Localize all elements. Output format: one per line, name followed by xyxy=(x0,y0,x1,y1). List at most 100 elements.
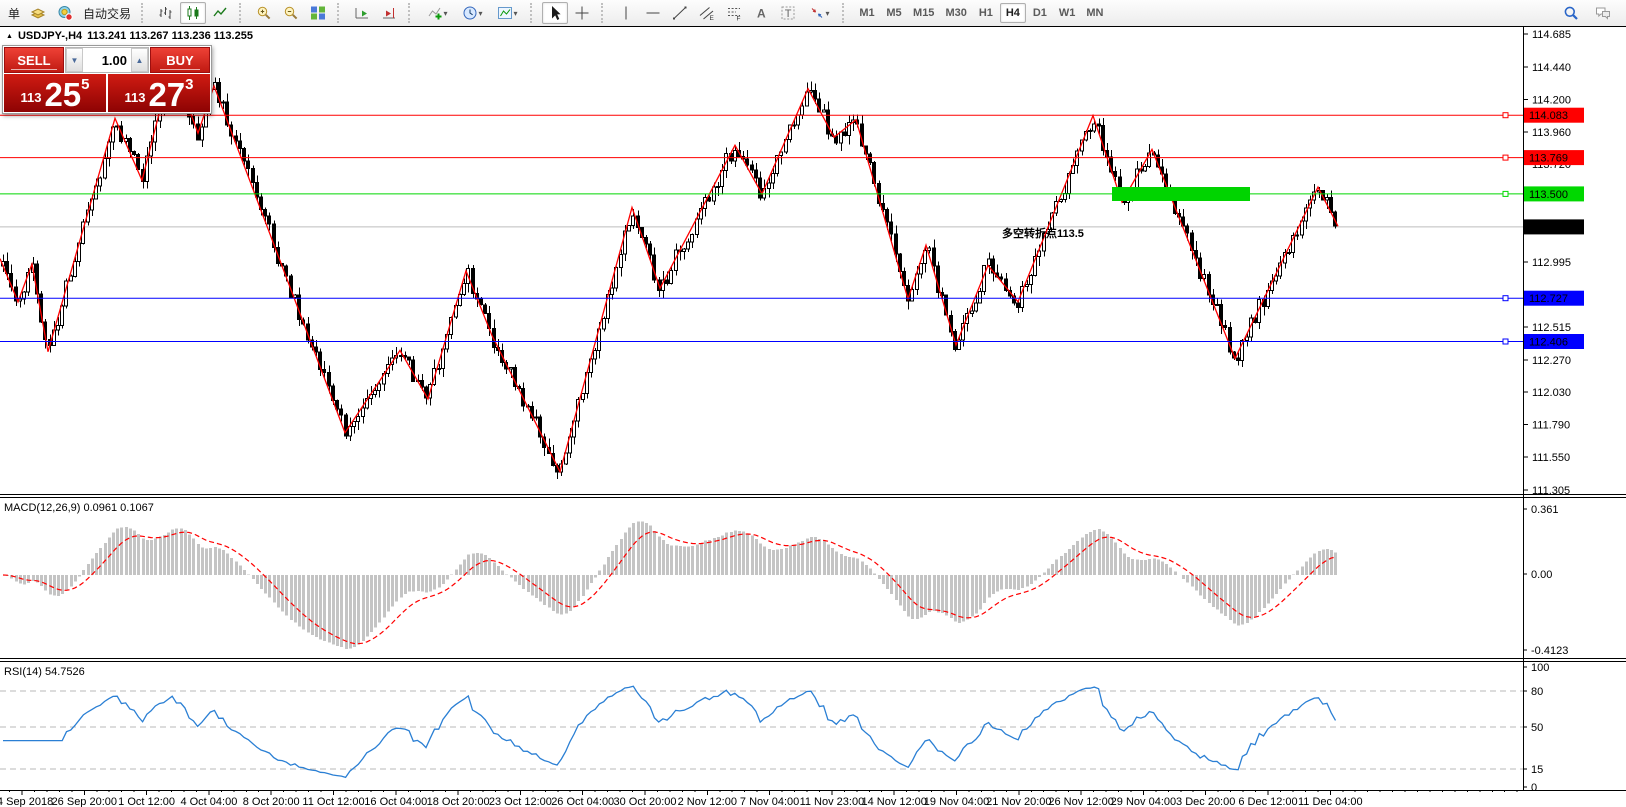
svg-text:23 Oct 12:00: 23 Oct 12:00 xyxy=(489,796,552,807)
text-label-icon: T xyxy=(781,6,795,20)
cursor-button[interactable] xyxy=(542,2,569,24)
sell-price[interactable]: 113 25 5 xyxy=(4,74,106,112)
text-button[interactable]: A xyxy=(748,2,774,24)
svg-text:113.960: 113.960 xyxy=(1532,127,1571,139)
dropdown-caret-icon[interactable]: ▾ xyxy=(478,8,483,18)
svg-text:26 Oct 04:00: 26 Oct 04:00 xyxy=(551,796,614,807)
timeframe-w1-button[interactable]: W1 xyxy=(1054,3,1081,23)
collapse-triangle-icon[interactable]: ▲ xyxy=(6,32,13,40)
svg-text:11 Dec 04:00: 11 Dec 04:00 xyxy=(1298,796,1363,807)
dropdown-caret-icon[interactable]: ▾ xyxy=(443,8,448,18)
indicators-icon xyxy=(428,7,442,20)
zoom-in-button[interactable] xyxy=(251,2,277,24)
crosshair-icon xyxy=(575,6,589,20)
svg-text:113.769: 113.769 xyxy=(1529,153,1568,165)
svg-text:30 Oct 20:00: 30 Oct 20:00 xyxy=(614,796,677,807)
svg-text:50: 50 xyxy=(1531,722,1543,734)
search-button[interactable] xyxy=(1558,2,1584,24)
timeframe-m1-button[interactable]: M1 xyxy=(854,3,880,23)
buy-price-pip: 3 xyxy=(185,76,194,93)
buy-button[interactable]: BUY xyxy=(150,47,210,73)
arrows-button[interactable]: ▾ xyxy=(802,2,836,24)
timeframe-d1-button[interactable]: D1 xyxy=(1027,3,1053,23)
toolbar-grip xyxy=(601,3,608,23)
svg-text:112.727: 112.727 xyxy=(1529,293,1568,305)
price-chart[interactable]: 多空转折点113.5 MACD(12,26,9) 0.0961 0.1067 RSI… xyxy=(0,26,1626,807)
chart-shift-button[interactable] xyxy=(376,2,402,24)
annotation-text[interactable]: 多空转折点113.5 xyxy=(1002,226,1084,240)
timeframe-h1-button[interactable]: H1 xyxy=(973,3,999,23)
dropdown-caret-icon[interactable]: ▾ xyxy=(825,8,830,18)
ohlc-values: 113.241 113.267 113.236 113.255 xyxy=(87,30,253,42)
symbol-name: USDJPY-,H4 xyxy=(17,30,83,42)
horizontal-line-button[interactable] xyxy=(640,2,666,24)
svg-text:E: E xyxy=(710,15,715,21)
zoom-out-button[interactable] xyxy=(278,2,304,24)
channel-button[interactable]: E xyxy=(694,2,720,24)
line-chart-button[interactable] xyxy=(207,2,233,24)
timeframe-m5-button[interactable]: M5 xyxy=(881,3,907,23)
price-axis[interactable]: 114.685114.440114.200113.960113.720113.4… xyxy=(1523,29,1584,794)
buy-price-prefix: 113 xyxy=(124,90,146,105)
periods-button[interactable]: ▾ xyxy=(455,2,489,24)
new-order-button[interactable] xyxy=(25,2,51,24)
templates-button[interactable]: ▾ xyxy=(490,2,524,24)
fibonacci-icon: F xyxy=(728,8,741,21)
sell-button[interactable]: SELL xyxy=(4,47,64,73)
macd-histogram xyxy=(6,521,1337,649)
tile-windows-button[interactable] xyxy=(305,2,331,24)
fibonacci-button[interactable]: F xyxy=(721,2,747,24)
sell-price-prefix: 113 xyxy=(20,90,42,105)
resistance-line-1-handle[interactable] xyxy=(1502,112,1509,119)
bar-chart-button[interactable] xyxy=(153,2,179,24)
svg-text:-0.4123: -0.4123 xyxy=(1531,645,1568,657)
svg-text:11 Nov 23:00: 11 Nov 23:00 xyxy=(800,796,865,807)
text-icon: A xyxy=(757,7,766,21)
svg-text:112.030: 112.030 xyxy=(1532,387,1571,399)
chart-title: ▲ USDJPY-,H4 113.241 113.267 113.236 113… xyxy=(6,30,253,42)
support-line-2-handle[interactable] xyxy=(1502,338,1509,345)
svg-text:8 Oct 20:00: 8 Oct 20:00 xyxy=(243,796,300,807)
timeframe-m30-button[interactable]: M30 xyxy=(940,3,971,23)
svg-text:0.00: 0.00 xyxy=(1531,569,1552,581)
new-order-label[interactable]: 单 xyxy=(8,6,21,21)
svg-text:100: 100 xyxy=(1531,662,1549,674)
dropdown-caret-icon[interactable]: ▾ xyxy=(513,8,518,18)
chat-button[interactable] xyxy=(1590,2,1616,24)
volume-input[interactable] xyxy=(83,48,131,72)
cursor-icon xyxy=(552,6,561,20)
timeframe-mn-button[interactable]: MN xyxy=(1081,3,1108,23)
horizontal-line-icon xyxy=(646,12,660,14)
svg-text:112.515: 112.515 xyxy=(1532,322,1571,334)
support-line-1-handle[interactable] xyxy=(1502,295,1509,302)
svg-text:15: 15 xyxy=(1531,764,1543,776)
zoom-in-icon xyxy=(257,6,271,20)
chart-window[interactable]: 多空转折点113.5 MACD(12,26,9) 0.0961 0.1067 RSI… xyxy=(0,26,1626,807)
svg-text:114.440: 114.440 xyxy=(1532,62,1571,74)
trendline-button[interactable] xyxy=(667,2,693,24)
bar-chart-icon xyxy=(159,7,172,19)
timeframe-h4-button[interactable]: H4 xyxy=(999,3,1026,23)
volume-increase-button[interactable]: ▲ xyxy=(131,48,148,72)
crosshair-button[interactable] xyxy=(569,2,595,24)
templates-icon xyxy=(497,7,512,19)
pivot-zone-bar[interactable] xyxy=(1112,187,1250,201)
volume-decrease-button[interactable]: ▼ xyxy=(66,48,83,72)
autotrading-button[interactable] xyxy=(52,2,78,24)
toolbar-grip xyxy=(337,3,344,23)
indicators-button[interactable]: ▾ xyxy=(420,2,454,24)
buy-price[interactable]: 113 27 3 xyxy=(108,74,210,112)
auto-scroll-button[interactable] xyxy=(349,2,375,24)
text-label-button[interactable]: T xyxy=(775,2,801,24)
sell-button-label: SELL xyxy=(11,52,57,70)
vertical-line-button[interactable] xyxy=(613,2,639,24)
timeframe-m15-button[interactable]: M15 xyxy=(908,3,939,23)
resistance-line-2-handle[interactable] xyxy=(1502,154,1509,161)
autotrading-label[interactable]: 自动交易 xyxy=(83,6,132,21)
pivot-line-handle[interactable] xyxy=(1502,190,1509,197)
svg-text:114.200: 114.200 xyxy=(1532,94,1571,106)
zigzag-line[interactable] xyxy=(0,60,1339,474)
candlestick-chart-button[interactable] xyxy=(180,2,207,24)
